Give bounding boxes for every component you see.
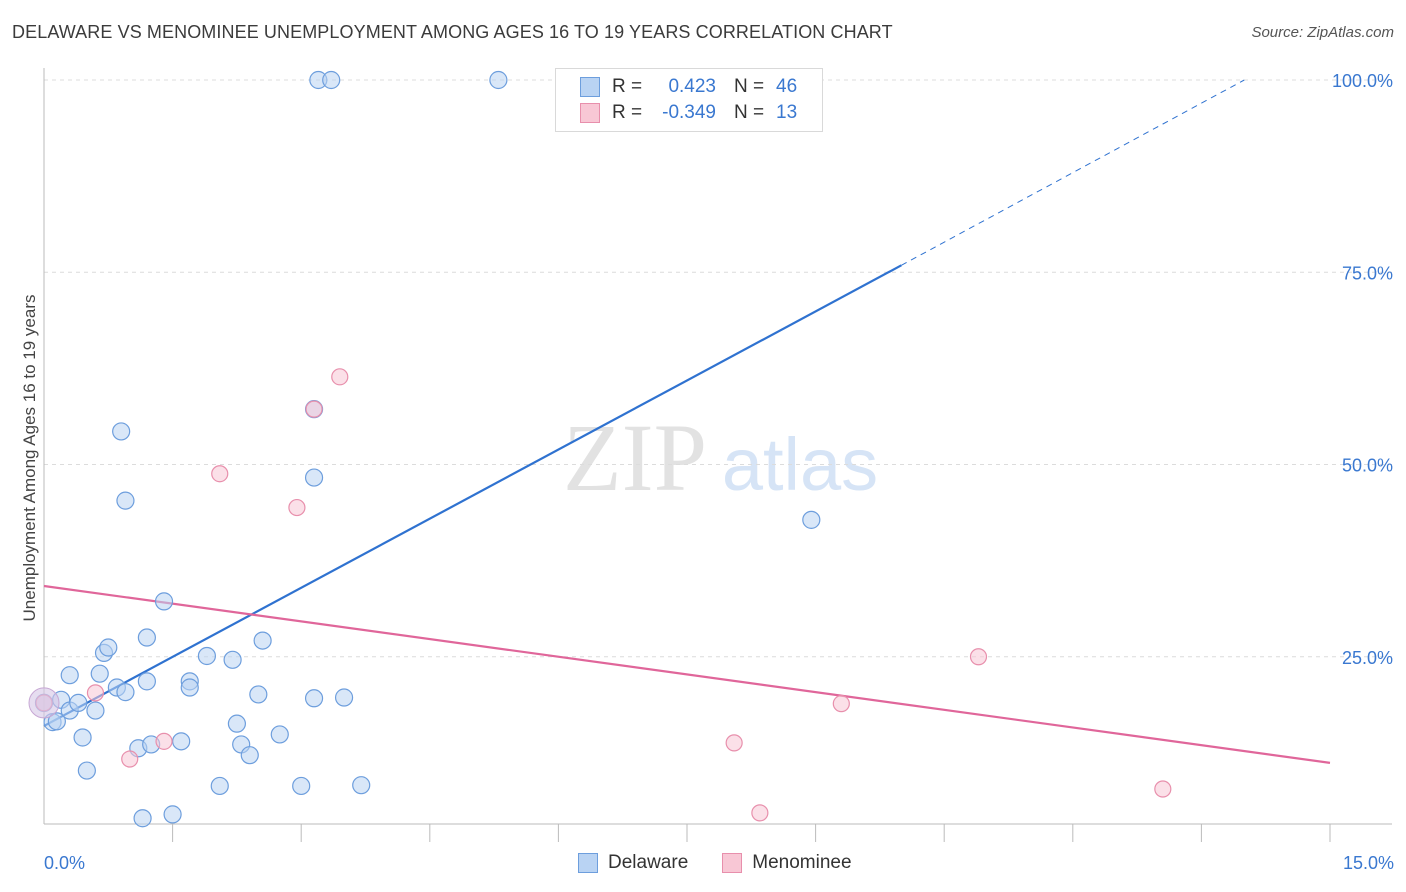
bottom-legend-swatch-menominee <box>722 853 743 873</box>
bottom-legend-delaware: Delaware <box>578 852 688 874</box>
data-point-delaware <box>322 70 341 90</box>
legend-r-label: R = <box>612 102 643 123</box>
bottom-legend-swatch-delaware <box>578 853 598 873</box>
bottom-legend: Delaware Menominee <box>578 852 886 874</box>
data-point-delaware <box>137 672 156 691</box>
trend-line-menominee <box>43 584 1331 764</box>
data-point-overlap <box>28 687 60 719</box>
trend-lines <box>43 79 1331 764</box>
data-point-delaware <box>223 650 242 669</box>
watermark: ZIP atlas <box>563 404 878 511</box>
legend-row-menominee: R = -0.349 N = 13 <box>580 100 797 126</box>
data-point-delaware <box>163 805 182 824</box>
data-point-menominee <box>155 732 173 750</box>
data-point-delaware <box>172 732 191 751</box>
bottom-legend-menominee: Menominee <box>722 852 852 874</box>
data-point-delaware <box>112 422 131 441</box>
data-points <box>28 70 1172 828</box>
data-point-delaware <box>292 776 311 796</box>
legend-swatch-delaware <box>580 77 600 97</box>
y-tick-label: 100.0% <box>1332 71 1393 91</box>
source-label: Source: ZipAtlas.com <box>1251 24 1394 41</box>
trend-line-delaware-extension <box>901 79 1245 266</box>
legend-r-value: 0.423 <box>668 76 716 97</box>
data-point-delaware <box>304 468 324 487</box>
data-point-menominee <box>211 465 229 483</box>
data-point-delaware <box>334 688 354 707</box>
legend-n-label: N = <box>734 102 765 123</box>
x-tick-labels: 0.0% 15.0% <box>44 853 1394 873</box>
data-point-delaware <box>69 693 88 712</box>
legend-r-value: -0.349 <box>662 102 716 123</box>
y-tick-label: 75.0% <box>1342 263 1393 283</box>
data-point-menominee <box>725 734 743 752</box>
data-point-delaware <box>133 809 152 828</box>
legend-n-label: N = <box>734 76 765 97</box>
bottom-legend-label-delaware: Delaware <box>608 852 689 873</box>
data-point-delaware <box>73 728 92 747</box>
data-point-delaware <box>489 70 508 90</box>
legend-n-value: 13 <box>776 102 798 123</box>
data-point-delaware <box>240 746 259 765</box>
data-point-delaware <box>154 592 174 611</box>
bottom-legend-label-menominee: Menominee <box>752 852 852 873</box>
grid <box>44 79 1392 658</box>
legend-row-delaware: R = 0.423 N = 46 <box>580 74 797 100</box>
legend: R = 0.423 N = 46 R = -0.349 N = 13 <box>555 68 823 132</box>
data-point-delaware <box>210 776 229 796</box>
data-point-menominee <box>86 684 105 702</box>
data-point-delaware <box>227 714 246 733</box>
y-tick-labels: 25.0% 50.0% 75.0% 100.0% <box>1332 71 1393 668</box>
data-point-delaware <box>197 646 216 666</box>
data-point-delaware <box>99 638 118 657</box>
data-point-delaware <box>249 685 268 704</box>
legend-swatch-menominee <box>580 103 600 123</box>
data-point-delaware <box>304 689 324 708</box>
legend-n-value: 46 <box>776 76 798 97</box>
data-point-delaware <box>60 666 79 685</box>
data-point-delaware <box>802 510 821 529</box>
x-tick-label-min: 0.0% <box>44 853 85 873</box>
data-point-delaware <box>116 491 135 510</box>
x-tick-label-max: 15.0% <box>1343 853 1394 873</box>
data-point-delaware <box>47 712 66 731</box>
axes <box>43 68 1392 842</box>
data-point-menominee <box>969 648 988 666</box>
data-point-delaware <box>116 683 135 702</box>
data-point-menominee <box>305 400 323 418</box>
data-point-delaware <box>270 725 289 744</box>
legend-r-label: R = <box>612 76 643 97</box>
data-point-menominee <box>121 750 139 768</box>
data-point-delaware <box>90 664 109 683</box>
chart-title: DELAWARE VS MENOMINEE UNEMPLOYMENT AMONG… <box>12 22 893 42</box>
data-point-delaware <box>86 701 105 720</box>
data-point-delaware <box>137 628 156 647</box>
data-point-delaware <box>352 776 371 795</box>
data-point-menominee <box>331 368 349 386</box>
trend-line-delaware <box>43 264 902 727</box>
data-point-menominee <box>751 804 769 822</box>
data-point-menominee <box>288 498 306 517</box>
data-point-delaware <box>253 631 272 650</box>
y-tick-label: 50.0% <box>1342 456 1393 476</box>
data-point-delaware <box>77 761 96 780</box>
watermark-zip: ZIP <box>563 404 707 511</box>
data-point-menominee <box>832 695 850 713</box>
data-point-menominee <box>1154 780 1172 798</box>
data-point-delaware <box>180 678 199 697</box>
y-tick-label: 25.0% <box>1342 648 1393 668</box>
